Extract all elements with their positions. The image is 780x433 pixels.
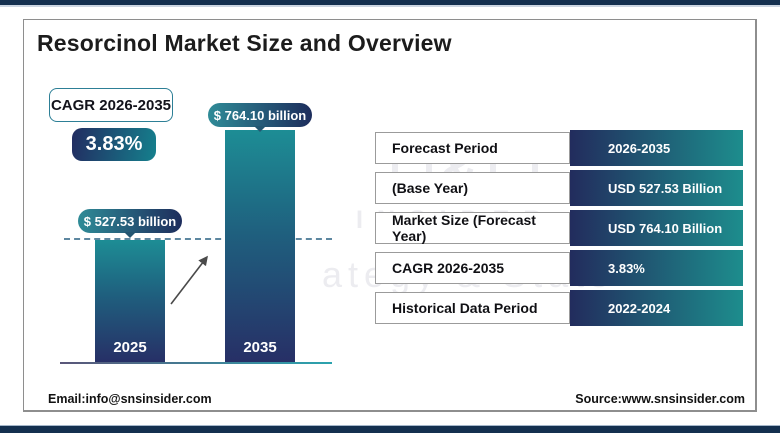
- badge-pointer-down-icon: [254, 126, 266, 132]
- table-row: (Base Year) USD 527.53 Billion: [375, 170, 743, 206]
- content-border-box: [23, 19, 757, 412]
- footer-source: Source:www.snsinsider.com: [575, 392, 745, 406]
- table-row-label: Historical Data Period: [375, 292, 570, 324]
- table-row: Historical Data Period 2022-2024: [375, 290, 743, 326]
- bar-2035: 2035: [225, 130, 295, 363]
- table-row-label: Forecast Period: [375, 132, 570, 164]
- bar-2035-year-label: 2035: [243, 339, 277, 356]
- bar-2025-year-label: 2025: [113, 339, 147, 356]
- top-accent-bar: [0, 0, 780, 7]
- badge-pointer-down-icon: [124, 232, 136, 238]
- chart-baseline: [60, 362, 332, 364]
- growth-arrow-icon: [170, 255, 208, 305]
- bar-2025-value-badge: $ 527.53 billion: [78, 209, 182, 233]
- table-row: Market Size (Forecast Year) USD 764.10 B…: [375, 210, 743, 246]
- page-title: Resorcinol Market Size and Overview: [37, 30, 452, 56]
- table-row-value: 2022-2024: [570, 290, 743, 326]
- table-row-label: (Base Year): [375, 172, 570, 204]
- footer-email: Email:info@snsinsider.com: [48, 392, 212, 406]
- table-row-value: 3.83%: [570, 250, 743, 286]
- table-row-label: Market Size (Forecast Year): [375, 212, 570, 244]
- table-row: CAGR 2026-2035 3.83%: [375, 250, 743, 286]
- bar-2025: 2025: [95, 240, 165, 363]
- table-row-value: USD 764.10 Billion: [570, 210, 743, 246]
- table-row-value: USD 527.53 Billion: [570, 170, 743, 206]
- table-row-label: CAGR 2026-2035: [375, 252, 570, 284]
- bottom-accent-bar: [0, 425, 780, 433]
- table-row-value: 2026-2035: [570, 130, 743, 166]
- cagr-value-pill: 3.83%: [72, 128, 156, 161]
- table-row: Forecast Period 2026-2035: [375, 130, 743, 166]
- reference-dashed-line: [64, 238, 332, 240]
- market-summary-table: Forecast Period 2026-2035 (Base Year) US…: [375, 130, 743, 330]
- cagr-label-box: CAGR 2026-2035: [49, 88, 173, 122]
- bar-2035-value-badge: $ 764.10 billion: [208, 103, 312, 127]
